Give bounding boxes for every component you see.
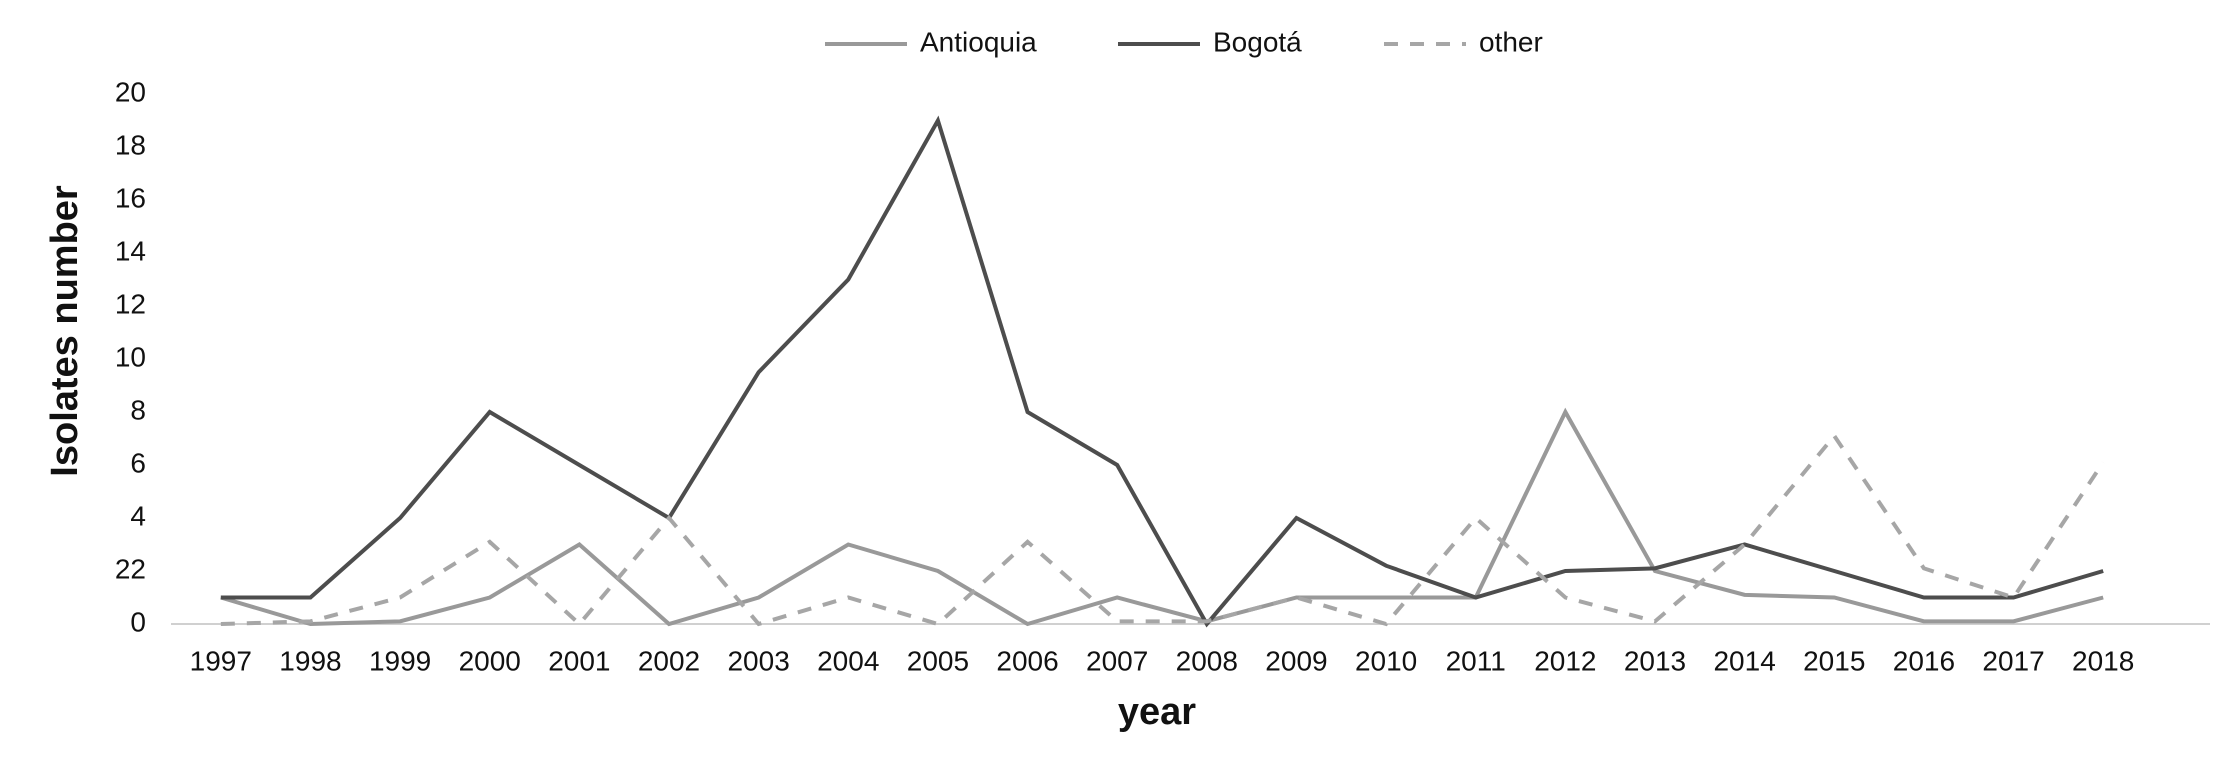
y-tick-label: 8 — [130, 394, 146, 425]
y-tick-label: 22 — [115, 553, 146, 584]
series-line — [220, 432, 2105, 627]
x-tick-label: 2018 — [2072, 645, 2134, 676]
x-tick-label: 2014 — [1713, 645, 1775, 676]
series-line — [220, 115, 2104, 628]
x-tick-label: 2007 — [1086, 645, 1148, 676]
y-tick-label: 10 — [115, 341, 146, 372]
y-axis-title: Isolates number — [44, 185, 86, 477]
x-tick-label: 1999 — [369, 645, 431, 676]
y-tick-label: 16 — [115, 182, 146, 213]
x-tick-label: 2008 — [1176, 645, 1238, 676]
x-tick-label: 2002 — [638, 645, 700, 676]
x-axis-title: year — [1118, 691, 1196, 733]
y-tick-label: 20 — [115, 76, 146, 107]
y-tick-label: 4 — [130, 500, 146, 531]
x-tick-label: 2000 — [459, 645, 521, 676]
x-tick-label: 2004 — [817, 645, 879, 676]
x-tick-label: 2012 — [1534, 645, 1596, 676]
x-tick-label: 2001 — [548, 645, 610, 676]
legend-label: Bogotá — [1213, 26, 1302, 57]
x-tick-label: 1997 — [190, 645, 252, 676]
legend-label: Antioquia — [920, 26, 1037, 57]
series-line — [220, 407, 2104, 627]
x-tick-label: 1998 — [279, 645, 341, 676]
x-tick-label: 2010 — [1355, 645, 1417, 676]
x-tick-label: 2003 — [727, 645, 789, 676]
x-tick-label: 2013 — [1624, 645, 1686, 676]
y-tick-label: 18 — [115, 129, 146, 160]
y-tick-label: 0 — [130, 606, 146, 637]
x-tick-label: 2011 — [1446, 645, 1506, 676]
legend-label: other — [1479, 26, 1543, 57]
x-tick-label: 2016 — [1893, 645, 1955, 676]
y-tick-label: 6 — [130, 447, 146, 478]
x-tick-label: 2015 — [1803, 645, 1865, 676]
y-tick-label: 12 — [115, 288, 146, 319]
x-tick-label: 2009 — [1265, 645, 1327, 676]
x-tick-label: 2017 — [1982, 645, 2044, 676]
x-tick-label: 2005 — [907, 645, 969, 676]
x-tick-label: 2006 — [996, 645, 1058, 676]
y-tick-label: 14 — [115, 235, 146, 266]
